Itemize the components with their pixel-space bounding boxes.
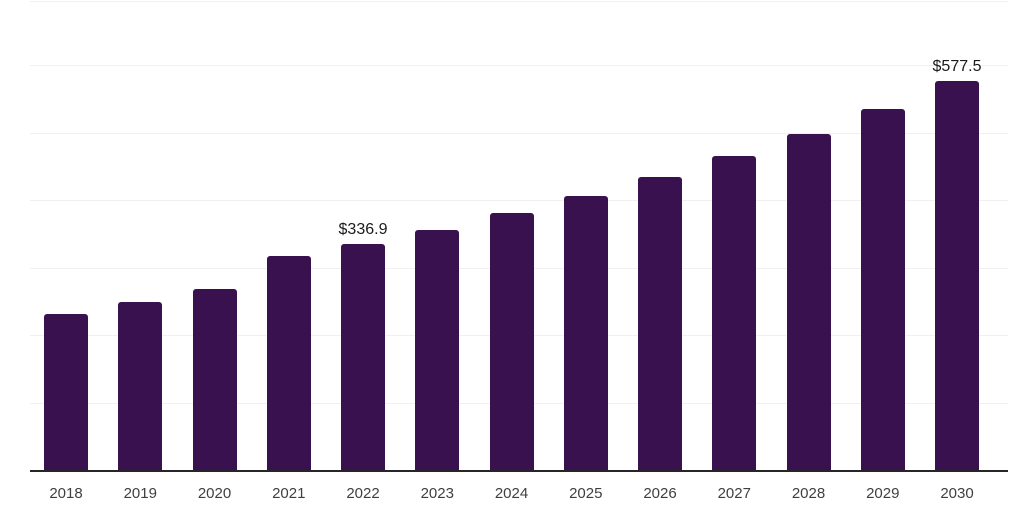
x-axis-label-2025: 2025 xyxy=(569,485,603,502)
bar-2025 xyxy=(563,196,608,471)
x-axis-label-2020: 2020 xyxy=(197,485,232,502)
x-axis-label-2027: 2027 xyxy=(717,485,751,502)
bar-2023 xyxy=(415,229,460,471)
bar-2022 xyxy=(341,243,385,471)
x-axis-label-2026: 2026 xyxy=(643,485,677,502)
bar-2021 xyxy=(266,256,311,471)
x-axis-label-2021: 2021 xyxy=(272,485,306,502)
bar-2028 xyxy=(786,133,831,471)
x-axis-label-2018: 2018 xyxy=(49,485,83,502)
bar-2019 xyxy=(118,301,163,471)
x-axis-label-2028: 2028 xyxy=(791,485,826,502)
bar-2027 xyxy=(712,155,757,471)
bar-value-label-2030: $577.5 xyxy=(932,58,982,76)
x-axis-label-2024: 2024 xyxy=(494,485,529,502)
bar-2029 xyxy=(860,108,905,471)
x-axis-label-2030: 2030 xyxy=(940,485,974,502)
bar-2020 xyxy=(192,288,237,471)
bar-2024 xyxy=(489,212,534,471)
bar-value-label-2022: $336.9 xyxy=(338,220,388,238)
bar-2018 xyxy=(44,313,88,471)
x-axis-line xyxy=(30,470,1008,472)
bar-2030 xyxy=(935,81,979,471)
plot-area: $336.9 $577.5 xyxy=(30,0,1008,471)
gridline-700 xyxy=(30,1,1008,2)
gridline-400 xyxy=(30,200,1008,201)
x-axis-label-2019: 2019 xyxy=(123,485,157,502)
bar-2026 xyxy=(638,176,682,471)
gridline-500 xyxy=(30,132,1008,134)
gridline-600 xyxy=(30,65,1008,66)
x-axis-label-2022: 2022 xyxy=(346,485,380,502)
x-axis-label-2029: 2029 xyxy=(866,485,900,502)
x-axis-label-2023: 2023 xyxy=(420,485,454,502)
